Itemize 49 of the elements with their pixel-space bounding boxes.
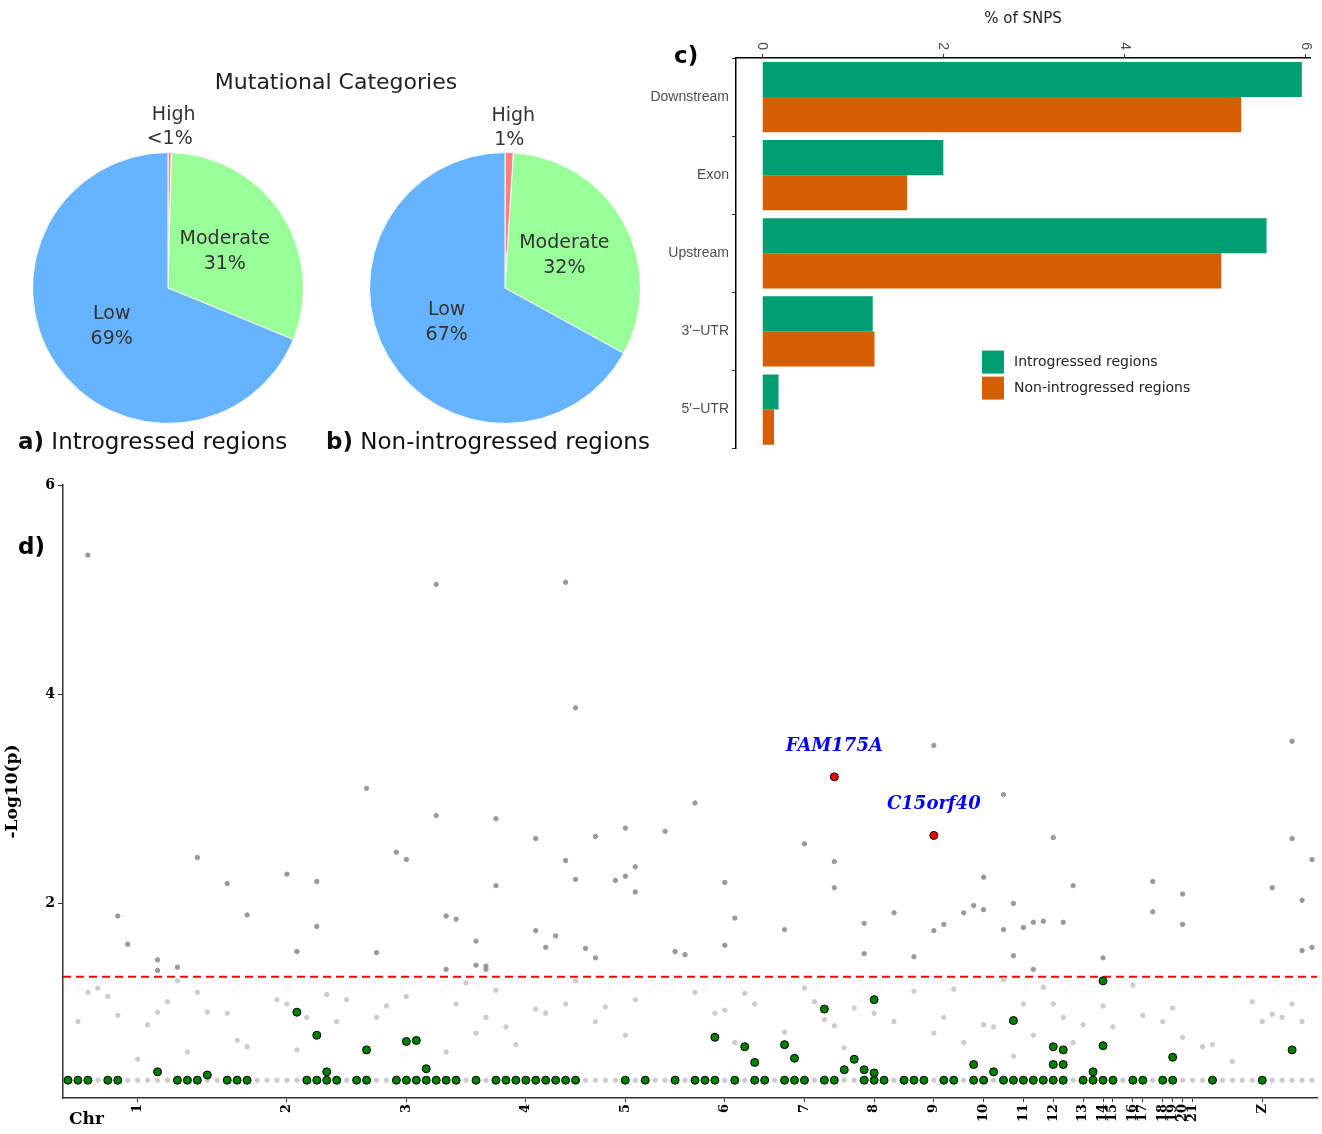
x-tick-label: 4 bbox=[1117, 42, 1134, 51]
data-label: 31% bbox=[203, 250, 246, 273]
x-tick-label: 2 bbox=[936, 42, 953, 51]
y-tick-label: 4 bbox=[45, 684, 56, 701]
x-tick-label: 9 bbox=[925, 1104, 941, 1114]
annotation: FAM175A bbox=[784, 733, 883, 755]
x-tick-label: 12 bbox=[1044, 1104, 1060, 1123]
y-tick-label: 6 bbox=[45, 475, 55, 492]
x-tick-label: Z bbox=[1253, 1103, 1269, 1114]
x-tick-label: 0 bbox=[755, 42, 772, 51]
x-tick-label: 3 bbox=[397, 1104, 413, 1114]
slice-label: High bbox=[491, 102, 536, 125]
x-tick-label: 13 bbox=[1074, 1104, 1090, 1123]
data-label: 32% bbox=[543, 255, 586, 278]
y-axis-title: -Log10(p) bbox=[0, 744, 21, 839]
text: d) bbox=[18, 532, 45, 559]
legend-label: Non-introgressed regions bbox=[1014, 379, 1191, 396]
x-tick-label: 2 bbox=[278, 1104, 294, 1114]
y-tick-label: 2 bbox=[45, 894, 55, 911]
x-tick-label: 1 bbox=[129, 1104, 145, 1114]
x-axis-title: % of SNPS bbox=[984, 8, 1062, 27]
chart-title: Mutational Categories bbox=[213, 69, 459, 94]
text: c) bbox=[674, 41, 699, 68]
x-tick-label: 6 bbox=[1298, 42, 1315, 51]
slice-label: Low bbox=[93, 300, 131, 323]
x-tick-label: 8 bbox=[865, 1104, 881, 1114]
text: b) Non-introgressed regions bbox=[326, 428, 650, 454]
data-label: <1% bbox=[146, 126, 193, 149]
slice-label: Moderate bbox=[179, 225, 270, 248]
legend-label: Introgressed regions bbox=[1014, 353, 1158, 370]
x-tick-label: 7 bbox=[795, 1104, 811, 1114]
data-label: 69% bbox=[90, 325, 133, 348]
x-tick-label: 11 bbox=[1014, 1104, 1030, 1123]
y-tick-label: Downstream bbox=[650, 87, 729, 104]
data-label: 1% bbox=[494, 126, 525, 149]
slice-label: Moderate bbox=[519, 230, 610, 253]
x-tick-label: 5 bbox=[616, 1104, 632, 1114]
data-label: 67% bbox=[425, 322, 468, 345]
y-tick-label: 5'−UTR bbox=[681, 400, 729, 417]
y-tick-label: Exon bbox=[697, 166, 729, 183]
x-tick-label: 10 bbox=[974, 1104, 990, 1123]
x-axis-title: Chr bbox=[69, 1108, 105, 1129]
text: a) Introgressed regions bbox=[18, 428, 288, 454]
x-tick-label: 4 bbox=[517, 1104, 533, 1114]
y-tick-label: Upstream bbox=[668, 244, 729, 261]
slice-label: High bbox=[151, 102, 196, 125]
slice-label: Low bbox=[427, 297, 466, 320]
annotation: C15orf40 bbox=[887, 792, 982, 814]
y-tick-label: 3'−UTR bbox=[681, 322, 729, 339]
